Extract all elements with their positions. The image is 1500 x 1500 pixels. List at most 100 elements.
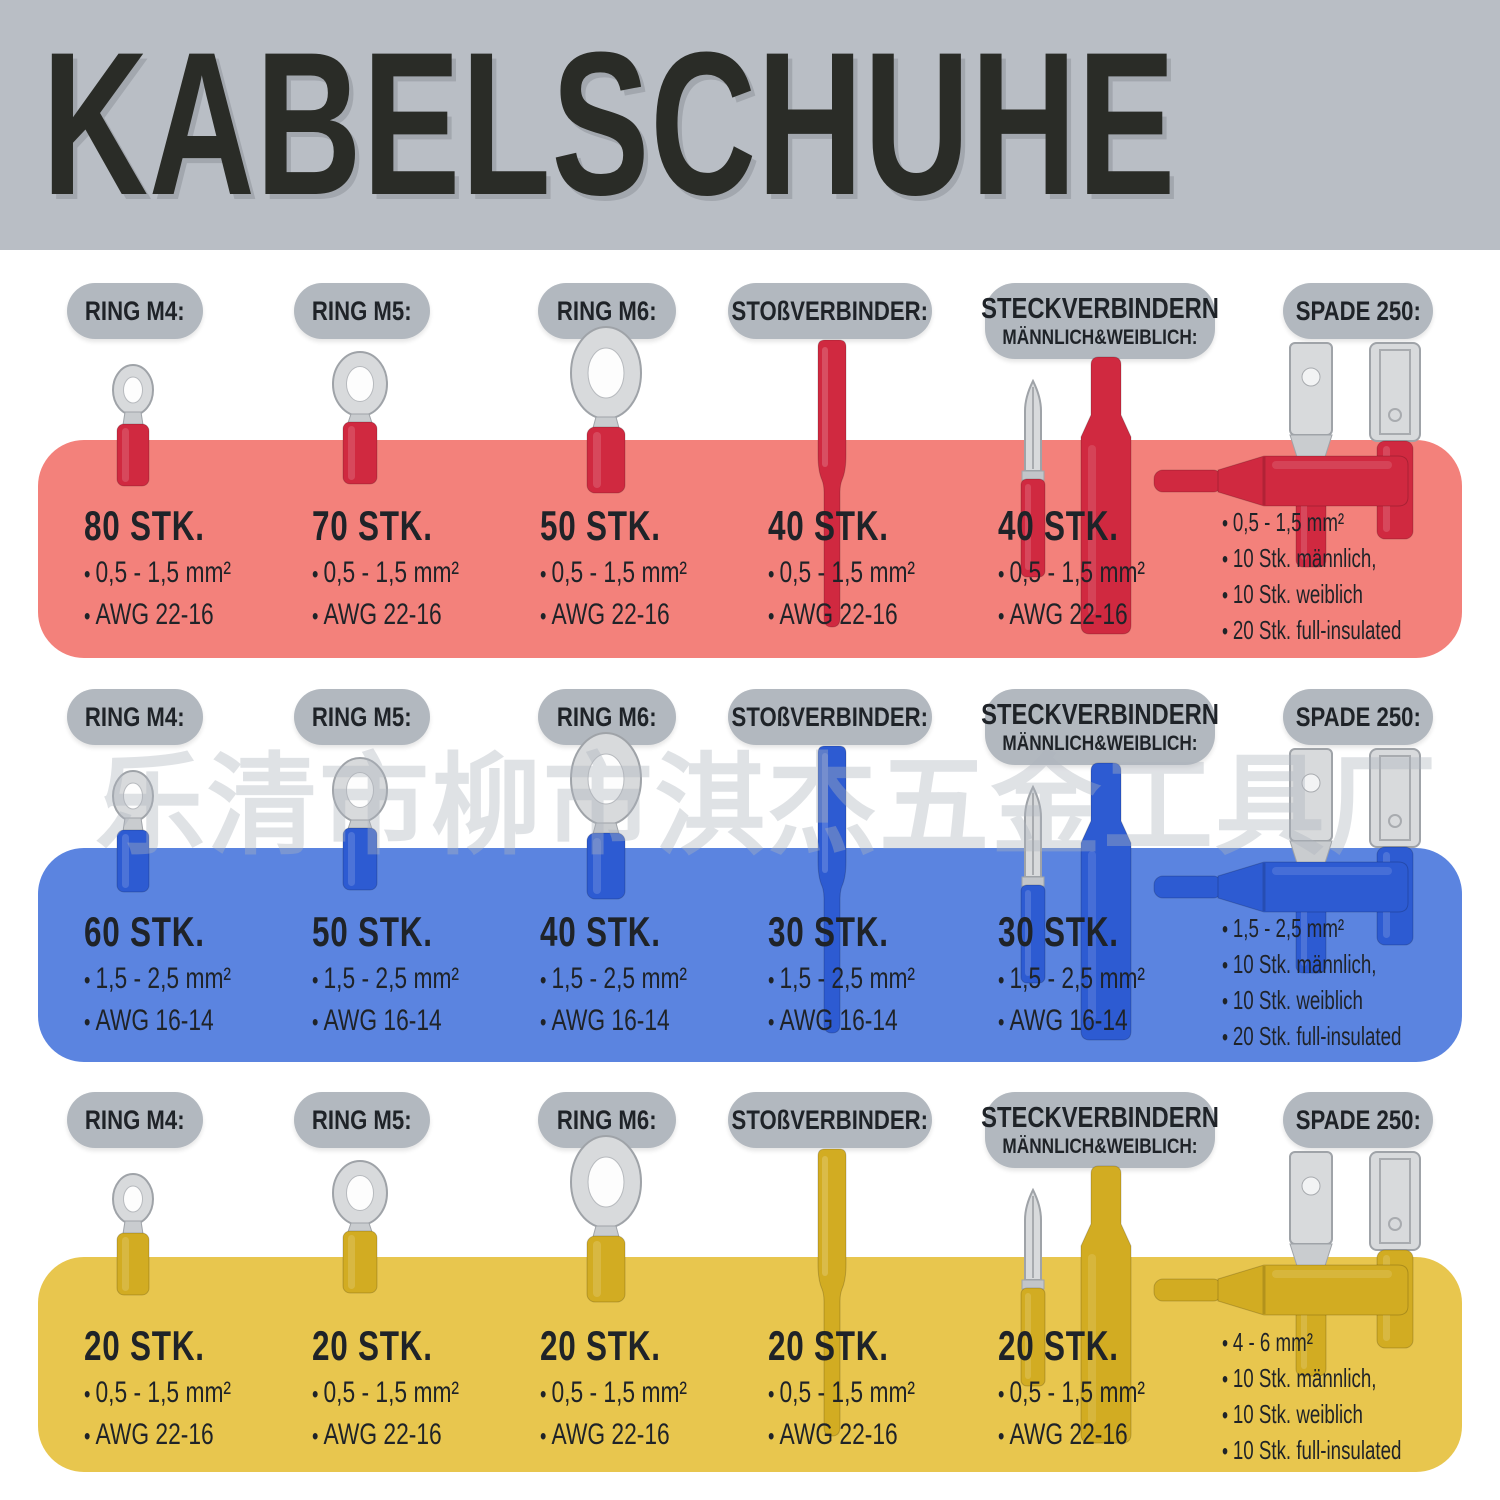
spec-ring-m6: 50 STK. 0,5 - 1,5 mm² AWG 22-16	[540, 505, 770, 637]
pill-label: SPADE 250:	[1295, 701, 1421, 732]
spec-bullet: 10 Stk. weiblich	[1222, 983, 1406, 1019]
spec-bullet: 0,5 - 1,5 mm²	[84, 553, 259, 595]
ring-m6-terminal-image	[568, 325, 644, 495]
spec-steckverbindern: 20 STK. 0,5 - 1,5 mm² AWG 22-16	[998, 1325, 1228, 1457]
count: 60 STK.	[84, 908, 205, 955]
pill-stossverbinder: STOßVERBINDER:	[728, 283, 932, 339]
count: 30 STK.	[768, 908, 889, 955]
row-blue: RING M4: RING M5: RING M6: STOßVERBINDER…	[0, 689, 1500, 1069]
pill-stossverbinder: STOßVERBINDER:	[728, 1092, 932, 1148]
spec-bullet: AWG 22-16	[998, 1415, 1173, 1457]
spec-bullet: AWG 22-16	[312, 1415, 487, 1457]
spec-bullet: 20 Stk. full-insulated	[1222, 1019, 1406, 1055]
spec-bullet: 1,5 - 2,5 mm²	[998, 959, 1173, 1001]
spec-bullet: 10 Stk. männlich,	[1222, 947, 1406, 983]
count: 20 STK.	[84, 1322, 205, 1369]
spec-ring-m6: 40 STK. 1,5 - 2,5 mm² AWG 16-14	[540, 911, 770, 1043]
pill-label: RING M6:	[557, 295, 657, 326]
pill-stossverbinder: STOßVERBINDER:	[728, 689, 932, 745]
spec-steckverbindern: 30 STK. 1,5 - 2,5 mm² AWG 16-14	[998, 911, 1228, 1043]
count: 40 STK.	[768, 502, 889, 549]
spec-bullet: 0,5 - 1,5 mm²	[1222, 505, 1406, 541]
pill-label: RING M5:	[312, 295, 412, 326]
spec-bullet: 20 Stk. full-insulated	[1222, 613, 1406, 649]
spec-bullet: 0,5 - 1,5 mm²	[768, 553, 943, 595]
spec-bullet: 0,5 - 1,5 mm²	[312, 1373, 487, 1415]
pill-label: SPADE 250:	[1295, 1104, 1421, 1135]
spec-bullet: 0,5 - 1,5 mm²	[998, 1373, 1173, 1415]
pill-steckverbindern: STECKVERBINDERN MÄNNLICH&WEIBLICH:	[981, 689, 1219, 765]
spec-bullet: 1,5 - 2,5 mm²	[540, 959, 715, 1001]
ring-m4-terminal-image	[110, 363, 156, 488]
spec-bullet: AWG 22-16	[84, 1415, 259, 1457]
spec-ring-m5: 70 STK. 0,5 - 1,5 mm² AWG 22-16	[312, 505, 542, 637]
spec-bullet: 1,5 - 2,5 mm²	[312, 959, 487, 1001]
pill-spade-250: SPADE 250:	[1283, 689, 1433, 745]
spec-bullet: 0,5 - 1,5 mm²	[84, 1373, 259, 1415]
spec-bullet: 10 Stk. männlich,	[1222, 1361, 1406, 1397]
pill-label: RING M4:	[85, 295, 185, 326]
spec-ring-m4: 80 STK. 0,5 - 1,5 mm² AWG 22-16	[84, 505, 314, 637]
spec-bullet: 0,5 - 1,5 mm²	[312, 553, 487, 595]
ring-m5-terminal-image	[330, 351, 390, 486]
full-insulated-spade-image	[1152, 859, 1412, 915]
spec-ring-m6: 20 STK. 0,5 - 1,5 mm² AWG 22-16	[540, 1325, 770, 1457]
spec-ring-m4: 20 STK. 0,5 - 1,5 mm² AWG 22-16	[84, 1325, 314, 1457]
spec-bullet: 10 Stk. full-insulated	[1222, 1433, 1406, 1469]
count: 70 STK.	[312, 502, 433, 549]
spec-bullet: 10 Stk. männlich,	[1222, 541, 1406, 577]
spec-bullet: 10 Stk. weiblich	[1222, 577, 1406, 613]
pill-sublabel: MÄNNLICH&WEIBLICH:	[1002, 325, 1198, 349]
spec-bullet: AWG 16-14	[998, 1001, 1173, 1043]
spec-bullet: AWG 22-16	[84, 595, 259, 637]
pill-label: RING M5:	[312, 1104, 412, 1135]
spec-bullet: AWG 22-16	[768, 1415, 943, 1457]
spec-ring-m5: 20 STK. 0,5 - 1,5 mm² AWG 22-16	[312, 1325, 542, 1457]
pill-label: STOßVERBINDER:	[731, 1104, 929, 1135]
pill-ring-m5: RING M5:	[294, 689, 430, 745]
pill-label: STOßVERBINDER:	[731, 295, 929, 326]
spec-bullet: AWG 16-14	[312, 1001, 487, 1043]
spec-bullet: AWG 16-14	[540, 1001, 715, 1043]
spec-bullet: 0,5 - 1,5 mm²	[998, 553, 1173, 595]
pill-label: STECKVERBINDERN	[981, 698, 1219, 731]
spec-spade-250: 1,5 - 2,5 mm² 10 Stk. männlich, 10 Stk. …	[1222, 911, 1477, 1055]
pill-label: SPADE 250:	[1295, 295, 1421, 326]
count: 40 STK.	[540, 908, 661, 955]
pill-spade-250: SPADE 250:	[1283, 1092, 1433, 1148]
count: 20 STK.	[998, 1322, 1119, 1369]
pill-sublabel: MÄNNLICH&WEIBLICH:	[1002, 731, 1198, 755]
count: 50 STK.	[540, 502, 661, 549]
page-title: KABELSCHUHE	[42, 10, 1177, 238]
pill-ring-m4: RING M4:	[67, 689, 203, 745]
spec-bullet: AWG 22-16	[312, 595, 487, 637]
ring-m4-terminal-image	[110, 769, 156, 894]
full-insulated-spade-image	[1152, 1262, 1412, 1318]
spec-bullet: 4 - 6 mm²	[1222, 1325, 1406, 1361]
count: 20 STK.	[768, 1322, 889, 1369]
pill-label: STECKVERBINDERN	[981, 1101, 1219, 1134]
count: 40 STK.	[998, 502, 1119, 549]
spec-steckverbindern: 40 STK. 0,5 - 1,5 mm² AWG 22-16	[998, 505, 1228, 637]
spec-bullet: AWG 16-14	[84, 1001, 259, 1043]
spec-bullet: AWG 22-16	[998, 595, 1173, 637]
row-red: RING M4: RING M5: RING M6: STOßVERBINDER…	[0, 283, 1500, 665]
spec-bullet: 1,5 - 2,5 mm²	[1222, 911, 1406, 947]
spec-bullet: 1,5 - 2,5 mm²	[768, 959, 943, 1001]
count: 80 STK.	[84, 502, 205, 549]
spec-bullet: AWG 22-16	[540, 1415, 715, 1457]
pill-label: STOßVERBINDER:	[731, 701, 929, 732]
spec-bullet: 0,5 - 1,5 mm²	[768, 1373, 943, 1415]
spec-bullet: AWG 16-14	[768, 1001, 943, 1043]
count: 50 STK.	[312, 908, 433, 955]
ring-m6-terminal-image	[568, 731, 644, 901]
ring-m4-terminal-image	[110, 1172, 156, 1297]
spec-spade-250: 0,5 - 1,5 mm² 10 Stk. männlich, 10 Stk. …	[1222, 505, 1477, 649]
full-insulated-spade-image	[1152, 453, 1412, 509]
pill-sublabel: MÄNNLICH&WEIBLICH:	[1002, 1134, 1198, 1158]
pill-steckverbindern: STECKVERBINDERN MÄNNLICH&WEIBLICH:	[981, 1092, 1219, 1168]
row-yellow: RING M4: RING M5: RING M6: STOßVERBINDER…	[0, 1092, 1500, 1480]
spec-spade-250: 4 - 6 mm² 10 Stk. männlich, 10 Stk. weib…	[1222, 1325, 1477, 1469]
spec-bullet: AWG 22-16	[540, 595, 715, 637]
